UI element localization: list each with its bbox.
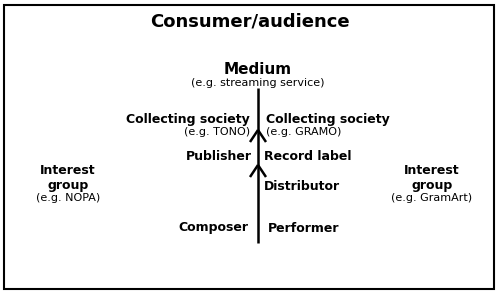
Text: Consumer/audience: Consumer/audience (150, 12, 350, 30)
Text: Performer: Performer (268, 222, 340, 234)
Text: Record label: Record label (264, 151, 352, 163)
Text: Interest
group: Interest group (404, 164, 460, 192)
Text: Collecting society: Collecting society (126, 113, 250, 127)
Text: (e.g. GramArt): (e.g. GramArt) (392, 193, 472, 203)
Text: (e.g. GRAMO): (e.g. GRAMO) (266, 127, 342, 137)
Text: Distributor: Distributor (264, 180, 340, 193)
Text: Interest
group: Interest group (40, 164, 96, 192)
Text: Collecting society: Collecting society (266, 113, 390, 127)
Text: (e.g. TONO): (e.g. TONO) (184, 127, 250, 137)
Text: (e.g. streaming service): (e.g. streaming service) (191, 78, 325, 88)
Text: Composer: Composer (178, 222, 248, 234)
Text: Publisher: Publisher (186, 151, 252, 163)
Text: Medium: Medium (224, 62, 292, 76)
Text: (e.g. NOPA): (e.g. NOPA) (36, 193, 100, 203)
